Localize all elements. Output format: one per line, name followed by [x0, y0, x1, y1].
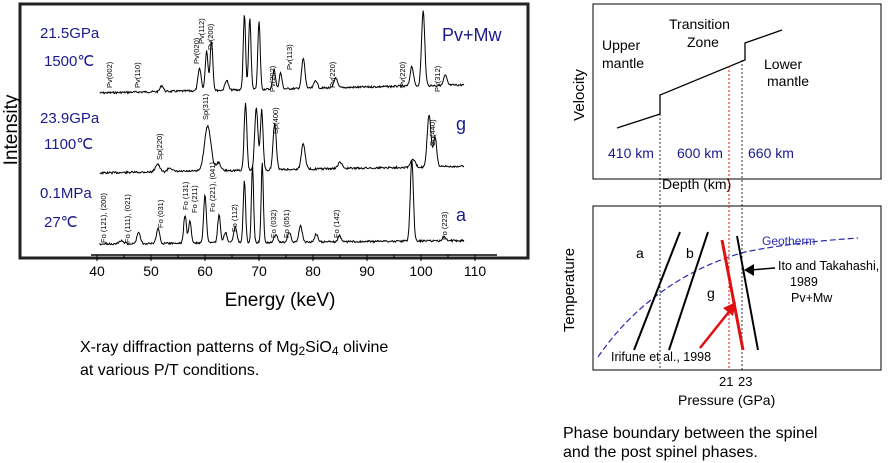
- peak-label: Fo (142): [332, 209, 341, 238]
- velocity-profile-line: [616, 29, 783, 129]
- ito-takahashi-label: Ito and Takahashi,: [778, 259, 879, 273]
- peak-label: Sp(311): [201, 93, 210, 120]
- peak-label: Pv(110): [133, 62, 142, 88]
- peak-label: Fo (223): [440, 211, 449, 240]
- geotherm-curve: [597, 237, 859, 358]
- xrd-tick-label: 100: [409, 263, 433, 279]
- phase-frame: [592, 205, 882, 371]
- depth-axis-label: Depth (km): [662, 176, 731, 192]
- spectrum-spinel: [99, 102, 465, 175]
- xrd-x-axis-label: Energy (keV): [225, 290, 336, 311]
- xrd-tick-label: 90: [359, 263, 375, 279]
- peak-label: Fo (031): [156, 199, 165, 228]
- irifune-label: Irifune et al., 1998: [611, 350, 711, 364]
- irifune-arrowhead: [723, 302, 736, 316]
- upper-mantle-label: mantle: [602, 55, 644, 71]
- phase-alpha-label: a: [636, 245, 644, 261]
- velocity-frame: [592, 3, 882, 180]
- xrd-caption-line2: at various P/T conditions.: [80, 362, 260, 379]
- peak-label: Fo (121), (200): [99, 192, 108, 243]
- phase-caption: Phase boundary between the spinel and th…: [563, 424, 817, 462]
- depth-410-label: 410 km: [608, 145, 654, 161]
- peak-label: Pv(002): [105, 61, 114, 88]
- xrd-tick-label: 40: [89, 263, 105, 279]
- xrd-caption-text: olivine: [338, 339, 389, 356]
- xrd-tick-label: 70: [251, 263, 267, 279]
- depth-660-label: 660 km: [748, 145, 794, 161]
- ito-arrow: [749, 267, 776, 271]
- post-spinel-boundary-red: [720, 239, 745, 351]
- xrd-caption-text: SiO: [305, 339, 332, 356]
- pattern-temperature-label: 1500℃: [44, 53, 94, 70]
- pressure-tick-21: 21: [719, 374, 733, 389]
- phase-y-axis-label: Temperature: [561, 248, 578, 332]
- peak-label: Pv(220): [328, 61, 337, 88]
- peak-label: Fo (131): [181, 181, 190, 210]
- pattern-phase-label: g: [456, 114, 466, 134]
- phase-caption-line2: and the post spinel phases.: [563, 444, 758, 461]
- phase-caption-line1: Phase boundary between the spinel: [563, 425, 818, 442]
- peak-label: Pv(200): [206, 23, 215, 50]
- peak-label: Pv(113): [285, 44, 294, 70]
- pattern-phase-label: Pv+Mw: [442, 25, 503, 45]
- xrd-caption-text: X-ray diffraction patterns of Mg: [80, 339, 299, 356]
- xrd-y-axis-label: Intensity: [1, 94, 22, 165]
- peak-label: Fo (111), (021): [123, 194, 132, 243]
- velocity-y-axis-label: Velocity: [571, 69, 588, 121]
- peak-label: Fo (211): [190, 185, 199, 213]
- upper-mantle-label: Upper: [602, 37, 640, 53]
- spectrum-forsterite: [99, 160, 465, 246]
- peak-label: Sp(220): [155, 133, 164, 160]
- ito-takahashi-year: 1989: [790, 275, 818, 289]
- phase-beta-label: b: [686, 245, 694, 261]
- peak-label: Pv(220): [398, 61, 407, 88]
- peak-label: Fo (221), (041): [208, 161, 217, 212]
- spectrum-pv-mw: [99, 10, 465, 95]
- xrd-caption: X-ray diffraction patterns of Mg2SiO4 ol…: [80, 338, 388, 380]
- post-spinel-boundary-black: [736, 235, 759, 351]
- peak-label: Fo (051): [282, 209, 291, 238]
- peak-label: Pv(312): [433, 65, 442, 92]
- xrd-caption-subscript: 4: [331, 344, 339, 358]
- transition-zone-label: Transition: [669, 16, 730, 32]
- phase-gamma-label: g: [707, 285, 715, 301]
- peak-label: Pv(202): [268, 65, 277, 92]
- peak-label: Pv(020): [192, 37, 201, 64]
- xrd-caption-subscript: 2: [298, 344, 306, 358]
- xrd-tick-label: 110: [464, 263, 487, 279]
- xrd-tick-label: 50: [143, 263, 159, 279]
- beta-gamma-boundary: [668, 231, 709, 351]
- xrd-x-ticks: [96, 255, 476, 261]
- lower-mantle-label: Lower: [764, 56, 802, 72]
- pattern-pressure-label: 23.9GPa: [40, 110, 100, 127]
- pattern-temperature-label: 27℃: [44, 214, 78, 231]
- peak-label: Fo (112): [230, 204, 239, 232]
- pattern-pressure-label: 21.5GPa: [40, 25, 100, 42]
- ito-takahashi-phase: Pv+Mw: [791, 291, 833, 305]
- pressure-tick-23: 23: [738, 374, 752, 389]
- pattern-pressure-label: 0.1MPa: [40, 185, 92, 202]
- pressure-axis-label: Pressure (GPa): [678, 392, 775, 408]
- peak-label: Fo (032): [269, 209, 278, 238]
- irifune-arrow: [699, 307, 733, 349]
- ito-arrowhead: [744, 264, 754, 276]
- xrd-tick-label: 60: [197, 263, 213, 279]
- depth-600-label: 600 km: [677, 145, 723, 161]
- lower-mantle-label: mantle: [767, 73, 809, 89]
- xrd-tick-label: 80: [305, 263, 321, 279]
- geotherm-label: Geotherm: [762, 234, 815, 248]
- peak-label: Sp(400): [271, 107, 280, 134]
- alpha-beta-boundary: [633, 231, 681, 351]
- peak-label: Pv(112): [197, 18, 206, 44]
- pattern-phase-label: a: [456, 205, 467, 225]
- pattern-temperature-label: 1100℃: [44, 136, 93, 153]
- peak-label: Sp(440): [428, 119, 437, 146]
- transition-zone-label: Zone: [687, 34, 719, 50]
